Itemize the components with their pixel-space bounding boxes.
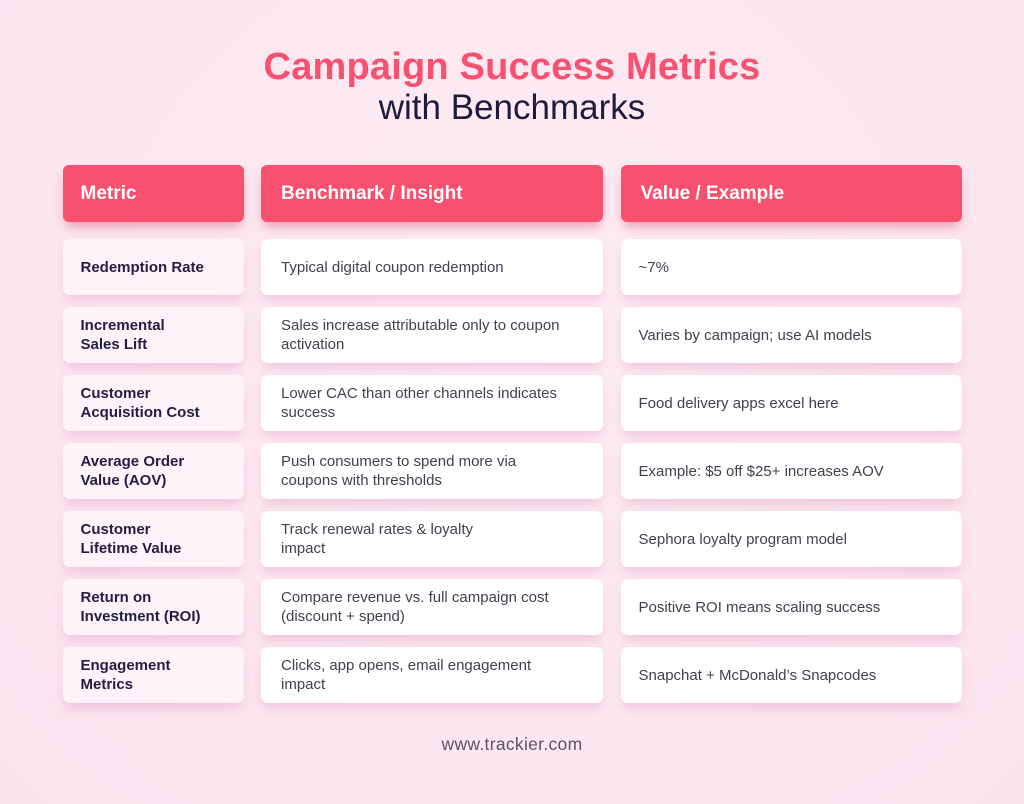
website-url: www.trackier.com [441, 734, 583, 754]
table-body: Redemption Rate Typical digital coupon r… [62, 239, 962, 703]
row-engagement-metrics-benchmark: Clicks, app opens, email engagement impa… [261, 647, 603, 703]
row-average-order-value-metric: Average Order Value (AOV) [62, 443, 244, 499]
column-header-benchmark: Benchmark / Insight [261, 165, 603, 222]
row-customer-lifetime-value-value: Sephora loyalty program model [620, 511, 962, 567]
title-block: Campaign Success Metrics with Benchmarks [0, 46, 1024, 128]
row-incremental-sales-lift-benchmark: Sales increase attributable only to coup… [261, 307, 603, 363]
row-redemption-rate-value: ~7% [620, 239, 962, 295]
row-return-on-investment-benchmark: Compare revenue vs. full campaign cost (… [261, 579, 603, 635]
column-header-value: Value / Example [620, 165, 962, 222]
row-average-order-value-benchmark: Push consumers to spend more via coupons… [261, 443, 603, 499]
row-return-on-investment-value: Positive ROI means scaling success [620, 579, 962, 635]
page-subtitle: with Benchmarks [378, 88, 646, 127]
row-customer-acquisition-cost-value: Food delivery apps excel here [620, 375, 962, 431]
row-engagement-metrics-value: Snapchat + McDonald’s Snapcodes [620, 647, 962, 703]
row-incremental-sales-lift-metric: Incremental Sales Lift [62, 307, 244, 363]
row-return-on-investment-metric: Return on Investment (ROI) [62, 579, 244, 635]
row-customer-lifetime-value-metric: Customer Lifetime Value [62, 511, 244, 567]
footer: www.trackier.com [0, 734, 1024, 755]
row-engagement-metrics-metric: Engagement Metrics [62, 647, 244, 703]
table-header-row: Metric Benchmark / Insight Value / Examp… [62, 165, 962, 222]
page-title: Campaign Success Metrics [263, 46, 761, 88]
metrics-table: Metric Benchmark / Insight Value / Examp… [62, 165, 962, 703]
row-incremental-sales-lift-value: Varies by campaign; use AI models [620, 307, 962, 363]
row-redemption-rate-benchmark: Typical digital coupon redemption [261, 239, 603, 295]
column-header-metric: Metric [62, 165, 244, 222]
row-redemption-rate-metric: Redemption Rate [62, 239, 244, 295]
row-customer-lifetime-value-benchmark: Track renewal rates & loyalty impact [261, 511, 603, 567]
row-average-order-value-value: Example: $5 off $25+ increases AOV [620, 443, 962, 499]
row-customer-acquisition-cost-metric: Customer Acquisition Cost [62, 375, 244, 431]
row-customer-acquisition-cost-benchmark: Lower CAC than other channels indicates … [261, 375, 603, 431]
